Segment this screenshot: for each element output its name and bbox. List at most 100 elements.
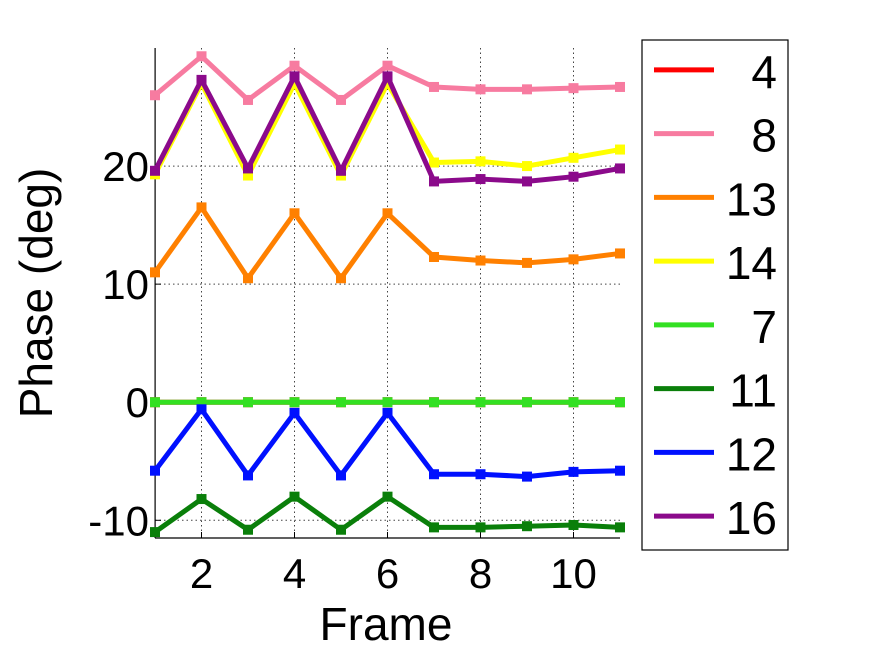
series-12 <box>150 404 625 482</box>
data-point <box>429 397 439 408</box>
data-point <box>382 491 393 502</box>
x-tick-label: 6 <box>376 550 399 597</box>
y-tick-label: -10 <box>88 497 149 544</box>
data-point <box>243 524 253 535</box>
legend-label: 14 <box>726 237 777 289</box>
data-point <box>475 84 486 95</box>
tick-labels: 2 4 6 8 10 -10 0 10 20 <box>88 143 597 597</box>
data-point <box>196 51 207 62</box>
legend-label: 13 <box>726 173 777 225</box>
x-tick-label: 10 <box>550 550 597 597</box>
series-8 <box>150 51 625 105</box>
data-point <box>243 170 253 181</box>
data-point <box>336 397 346 408</box>
data-point <box>336 470 346 481</box>
data-point <box>615 465 625 476</box>
data-point <box>522 84 532 95</box>
data-point <box>382 208 393 219</box>
data-point <box>475 469 486 480</box>
data-point <box>289 78 300 89</box>
data-point <box>336 94 346 105</box>
data-point <box>615 522 625 533</box>
data-point <box>289 71 300 82</box>
data-point <box>429 522 439 533</box>
data-point <box>475 255 486 266</box>
legend-label: 8 <box>751 110 777 162</box>
data-point <box>568 397 579 408</box>
y-tick-label: 0 <box>126 379 149 426</box>
data-point <box>568 466 579 477</box>
data-point <box>568 254 579 265</box>
data-point <box>336 524 346 535</box>
data-point <box>615 397 625 408</box>
data-point <box>522 257 532 268</box>
data-point <box>196 404 207 415</box>
data-point <box>429 81 439 92</box>
data-point <box>196 74 207 85</box>
data-point <box>196 397 207 408</box>
data-point <box>429 157 439 168</box>
data-point <box>243 94 253 105</box>
y-axis-label: Phase (deg) <box>10 168 62 419</box>
legend-label: 7 <box>751 301 777 353</box>
data-point <box>615 163 625 174</box>
data-point <box>243 273 253 284</box>
data-point <box>196 494 207 505</box>
data-point <box>568 152 579 163</box>
data-point <box>243 163 253 174</box>
legend-label: 4 <box>751 46 777 98</box>
data-point <box>289 208 300 219</box>
data-point <box>196 202 207 213</box>
data-point <box>336 273 346 284</box>
legend-box <box>641 39 789 551</box>
data-point <box>289 491 300 502</box>
data-point <box>150 397 160 408</box>
data-point <box>243 397 253 408</box>
legend-label: 16 <box>726 492 777 544</box>
data-point <box>615 144 625 155</box>
series-lines <box>150 51 625 538</box>
data-point <box>475 156 486 167</box>
data-point <box>522 176 532 187</box>
data-point <box>289 60 300 71</box>
data-point <box>150 527 160 538</box>
series-16 <box>150 71 625 187</box>
series-11 <box>150 491 625 538</box>
y-tick-label: 10 <box>102 261 149 308</box>
data-point <box>615 248 625 259</box>
data-point <box>382 60 393 71</box>
data-point <box>522 397 532 408</box>
data-point <box>522 521 532 532</box>
data-point <box>336 165 346 176</box>
data-point <box>150 90 160 101</box>
legend-label: 11 <box>729 365 777 417</box>
data-point <box>382 71 393 82</box>
data-point <box>382 78 393 89</box>
data-point <box>522 471 532 482</box>
data-point <box>429 176 439 187</box>
x-tick-label: 8 <box>469 550 492 597</box>
data-point <box>615 81 625 92</box>
data-point <box>382 397 393 408</box>
y-tick-label: 20 <box>102 143 149 190</box>
data-point <box>382 407 393 418</box>
data-point <box>475 174 486 185</box>
data-point <box>475 397 486 408</box>
data-point <box>429 469 439 480</box>
legend: 4 8 13 14 7 11 12 16 <box>641 39 789 551</box>
legend-label: 12 <box>726 428 777 480</box>
data-point <box>150 267 160 278</box>
data-point <box>243 470 253 481</box>
series-7 <box>150 397 625 408</box>
x-tick-label: 2 <box>190 550 213 597</box>
data-point <box>289 397 300 408</box>
data-point <box>568 171 579 182</box>
data-point <box>568 520 579 531</box>
data-point <box>429 251 439 262</box>
data-point <box>150 165 160 176</box>
data-point <box>289 407 300 418</box>
y-axis-line <box>154 48 156 538</box>
data-point <box>475 522 486 533</box>
data-point <box>150 465 160 476</box>
